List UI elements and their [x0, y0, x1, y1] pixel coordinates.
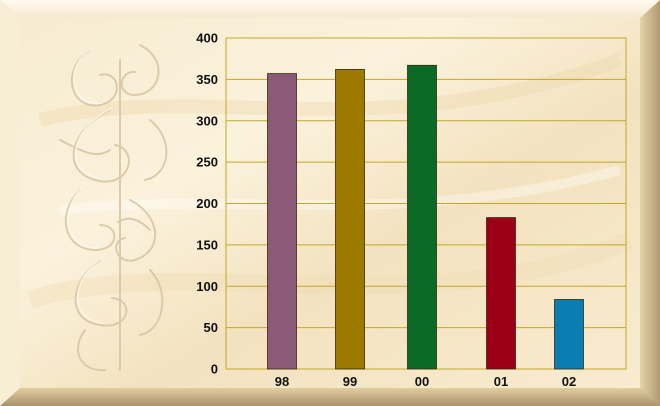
y-tick-label: 50 — [204, 320, 218, 335]
y-tick-label: 150 — [196, 237, 218, 252]
x-tick-label: 02 — [562, 374, 576, 389]
x-axis-ticks: 98 99 00 01 02 — [275, 374, 576, 389]
y-tick-label: 350 — [196, 72, 218, 87]
y-tick-label: 0 — [211, 362, 218, 377]
y-tick-label: 300 — [196, 113, 218, 128]
x-tick-label: 99 — [343, 374, 357, 389]
flourish-highlight — [67, 47, 113, 324]
bar-series — [267, 64, 584, 370]
flourish-ornament — [59, 44, 168, 372]
bevel-left — [0, 0, 20, 406]
bevel-right — [640, 0, 660, 406]
x-tick-label: 98 — [275, 374, 289, 389]
y-axis-ticks: 0 50 100 150 200 250 300 350 400 — [196, 31, 218, 377]
y-tick-label: 400 — [196, 31, 218, 46]
x-tick-label: 01 — [494, 374, 508, 389]
marble-streak — [59, 165, 622, 215]
y-tick-label: 200 — [196, 196, 218, 211]
y-tick-label: 100 — [196, 279, 218, 294]
bar-98 — [267, 73, 297, 370]
y-tick-label: 250 — [196, 155, 218, 170]
bar-00 — [407, 64, 437, 370]
bar-99 — [335, 69, 365, 370]
bevel-top — [0, 0, 660, 18]
marble-streak — [27, 231, 634, 309]
bevel-bottom — [0, 388, 660, 406]
x-tick-label: 00 — [415, 374, 429, 389]
bar-02 — [554, 299, 584, 370]
bar-01 — [486, 217, 516, 370]
